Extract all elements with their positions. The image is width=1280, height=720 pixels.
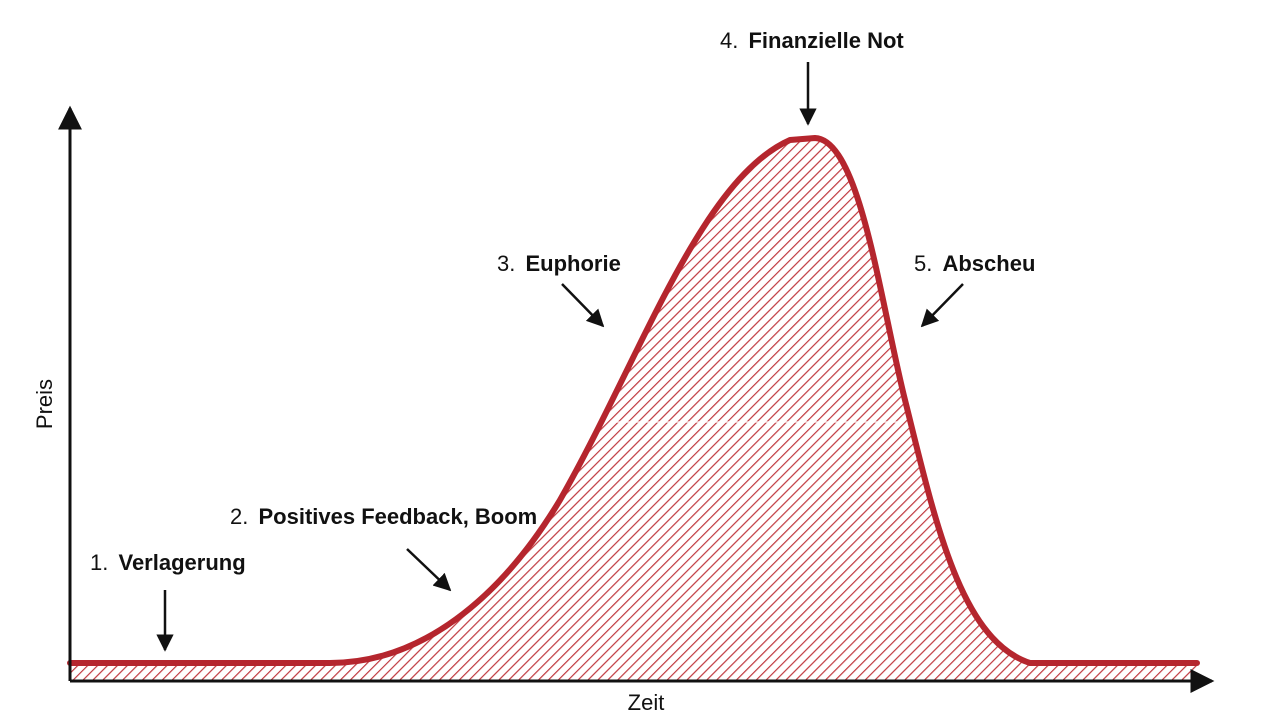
stage-5-label: 5. Abscheu	[914, 251, 1035, 276]
price-curve	[67, 135, 1200, 666]
stage-2-label: 2. Positives Feedback, Boom	[230, 504, 537, 529]
stage-5-arrow	[920, 283, 964, 328]
x-axis-label: Zeit	[628, 690, 665, 715]
stage-1-label: 1. Verlagerung	[90, 550, 246, 575]
bubble-area-fill	[70, 138, 1197, 681]
stage-2-arrow	[406, 548, 452, 592]
stage-3-arrow	[561, 283, 605, 328]
y-axis-label: Preis	[32, 379, 57, 429]
stage-4-label: 4. Finanzielle Not	[720, 28, 904, 53]
stage-3-label: 3. Euphorie	[497, 251, 621, 276]
